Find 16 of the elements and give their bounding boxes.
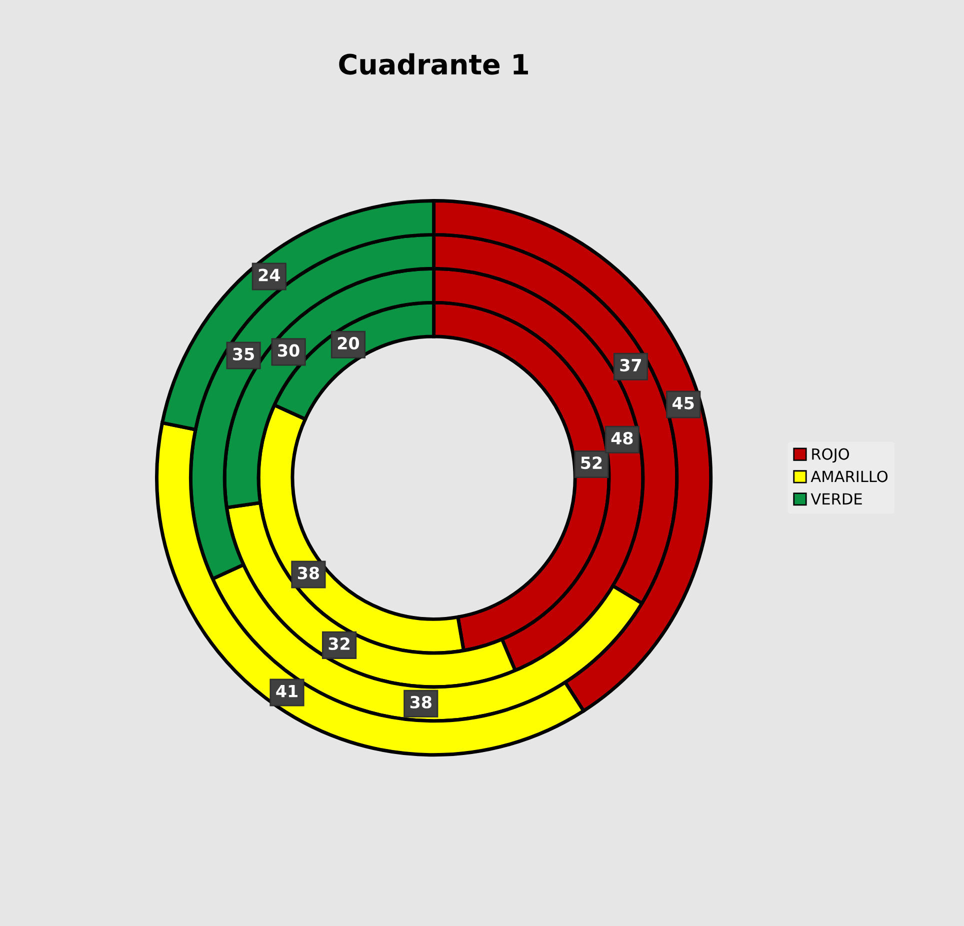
data-label: 37: [620, 358, 641, 372]
data-label: 45: [672, 396, 694, 410]
data-label: 52: [581, 456, 602, 470]
legend-label: AMARILLO: [810, 470, 888, 482]
data-label: 38: [410, 696, 432, 708]
data-label: 38: [298, 566, 320, 580]
chart-title: Cuadrante 1: [339, 53, 528, 75]
data-label: 30: [278, 344, 300, 357]
data-label: 32: [328, 637, 350, 650]
data-label: 48: [611, 432, 633, 444]
data-label: 20: [338, 336, 360, 350]
data-label: 35: [233, 348, 254, 360]
data-label: 24: [258, 268, 280, 282]
data-label: 41: [276, 684, 298, 698]
legend-label: ROJO: [812, 448, 849, 463]
legend-label: VERDE: [810, 493, 862, 504]
